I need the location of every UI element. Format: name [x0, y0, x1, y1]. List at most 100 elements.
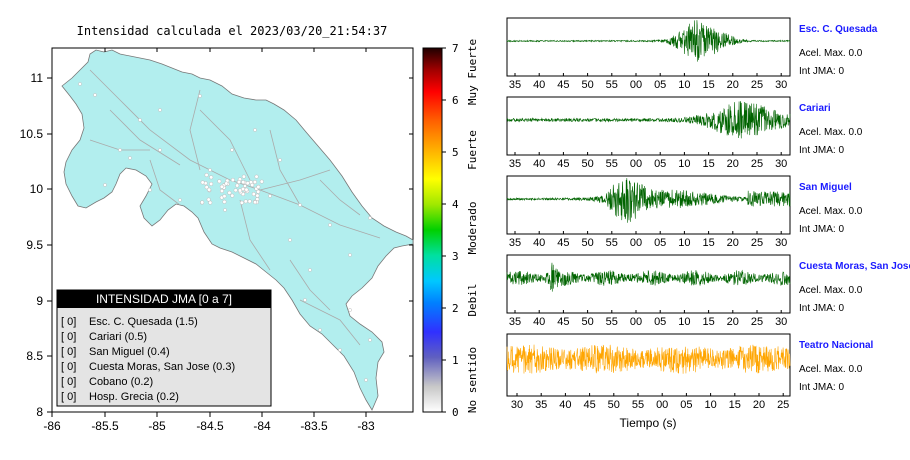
seismogram-frame	[506, 254, 791, 314]
city-marker	[219, 188, 225, 193]
seismogram-tick-label: 20	[753, 399, 765, 411]
city-marker	[243, 199, 248, 204]
seismogram-tick-label: 05	[654, 158, 666, 170]
seismogram-tick-label: 55	[606, 237, 618, 249]
city-marker	[278, 158, 282, 162]
seismogram-tick-label: 20	[727, 237, 739, 249]
station-acel: Acel. Max. 0.0	[799, 285, 863, 296]
legend-item-code: [ 0]	[61, 361, 76, 373]
seismogram-tick-label: 25	[751, 316, 763, 328]
city-marker	[255, 193, 260, 198]
city-marker	[158, 108, 162, 112]
colorbar-tick-label: 3	[452, 250, 459, 263]
lat-tick-label: 11	[31, 71, 44, 85]
city-marker	[236, 179, 242, 184]
seismogram-tick-label: 50	[581, 237, 593, 249]
city-marker	[233, 188, 238, 193]
city-marker	[128, 156, 132, 160]
city-marker	[217, 179, 222, 184]
station-name: San Miguel	[799, 182, 852, 193]
city-marker	[245, 181, 250, 186]
city-marker	[348, 253, 352, 257]
seismogram-tick-label: 10	[704, 399, 716, 411]
lon-tick-label: -85.5	[91, 419, 119, 433]
seismogram-tick-label: 10	[678, 158, 690, 170]
city-marker	[298, 203, 302, 207]
seismogram-tick-label: 55	[606, 316, 618, 328]
seismogram-tick-label: 35	[509, 79, 521, 91]
city-markers	[78, 82, 372, 382]
colorbar-tick-label: 4	[452, 198, 459, 211]
city-marker	[209, 175, 214, 180]
seismogram-tick-label: 30	[511, 399, 523, 411]
station-acel: Acel. Max. 0.0	[799, 48, 863, 59]
station-int: Int JMA: 0	[799, 303, 844, 314]
city-marker	[148, 188, 152, 192]
seismogram-tick-label: 25	[777, 399, 789, 411]
seismogram-tick-label: 00	[630, 158, 642, 170]
city-marker	[207, 187, 212, 192]
intensity-legend: INTENSIDAD JMA [0 a 7] [ 0] Esc. C. Quesa…	[56, 289, 272, 407]
city-marker	[222, 194, 227, 199]
city-marker	[222, 199, 227, 204]
city-marker	[230, 148, 234, 152]
legend-item-text: Cariari (0.5)	[89, 331, 147, 343]
station-int: Int JMA: 0	[799, 66, 844, 77]
city-marker	[243, 184, 247, 188]
seismogram-tick-label: 35	[509, 237, 521, 249]
city-marker	[253, 128, 257, 132]
station-int: Int JMA: 0	[799, 145, 844, 156]
station-acel: Acel. Max. 0.0	[799, 364, 863, 375]
seismogram-tick-label: 55	[606, 158, 618, 170]
seismogram-tick-label: 50	[581, 158, 593, 170]
seismogram-frame	[506, 333, 791, 397]
city-marker	[254, 174, 259, 179]
city-marker	[223, 208, 227, 212]
city-marker	[256, 189, 261, 194]
x-axis-label: Tiempo (s)	[620, 416, 677, 430]
seismogram-tick-label: 50	[581, 79, 593, 91]
seismogram-trace	[506, 178, 791, 223]
station-int: Int JMA: 0	[799, 224, 844, 235]
seismogram-tick-label: 35	[509, 158, 521, 170]
seismogram-tick-label: 30	[775, 237, 787, 249]
colorbar: 0 1 2 3 4 5 6 7 No sentido Debil Moderado Fuerte Mu…	[422, 39, 479, 419]
seismogram-panel: 35 40 45 50 55 00 05 10 15 20 25 30 Cariari Acel. Max…	[506, 96, 863, 170]
seismogram-tick-label: 00	[656, 399, 668, 411]
seismogram-tick-label: 15	[702, 158, 714, 170]
lat-tick-label: 8	[36, 405, 43, 419]
lat-tick-label: 10.5	[20, 127, 44, 141]
city-marker	[348, 308, 352, 312]
seismogram-tick-label: 35	[509, 316, 521, 328]
seismogram-tick-label: 05	[654, 316, 666, 328]
legend-box	[56, 289, 272, 407]
seismogram-tick-label: 30	[775, 158, 787, 170]
city-marker	[241, 180, 246, 185]
seismogram-tick-label: 55	[632, 399, 644, 411]
city-marker	[208, 168, 212, 172]
legend-item-text: Cobano (0.2)	[89, 376, 153, 388]
legend-header	[57, 290, 271, 308]
city-marker	[204, 172, 209, 178]
city-marker	[251, 192, 256, 197]
legend-item-text: Cuesta Moras, San Jose (0.3)	[89, 361, 235, 373]
seismogram-tick-label: 10	[678, 316, 690, 328]
city-marker	[338, 348, 342, 352]
city-marker	[219, 184, 224, 189]
city-marker	[268, 194, 272, 198]
seismogram-trace	[506, 101, 791, 139]
costa-rica-land	[61, 49, 414, 411]
seismogram-frame	[506, 17, 791, 77]
city-marker	[364, 378, 368, 382]
lon-tick-label: -84	[253, 419, 271, 433]
legend-item-text: Esc. C. Quesada (1.5)	[89, 316, 198, 328]
seismogram-tick-label: 15	[702, 237, 714, 249]
legend-title: INTENSIDAD JMA [0 a 7]	[96, 292, 232, 306]
seismogram-trace	[506, 262, 791, 292]
city-marker	[158, 148, 162, 152]
lon-tick-label: -83.5	[300, 419, 328, 433]
city-marker	[256, 184, 261, 189]
city-marker	[103, 183, 107, 187]
city-marker	[230, 193, 235, 198]
seismogram-tick-label: 15	[702, 316, 714, 328]
